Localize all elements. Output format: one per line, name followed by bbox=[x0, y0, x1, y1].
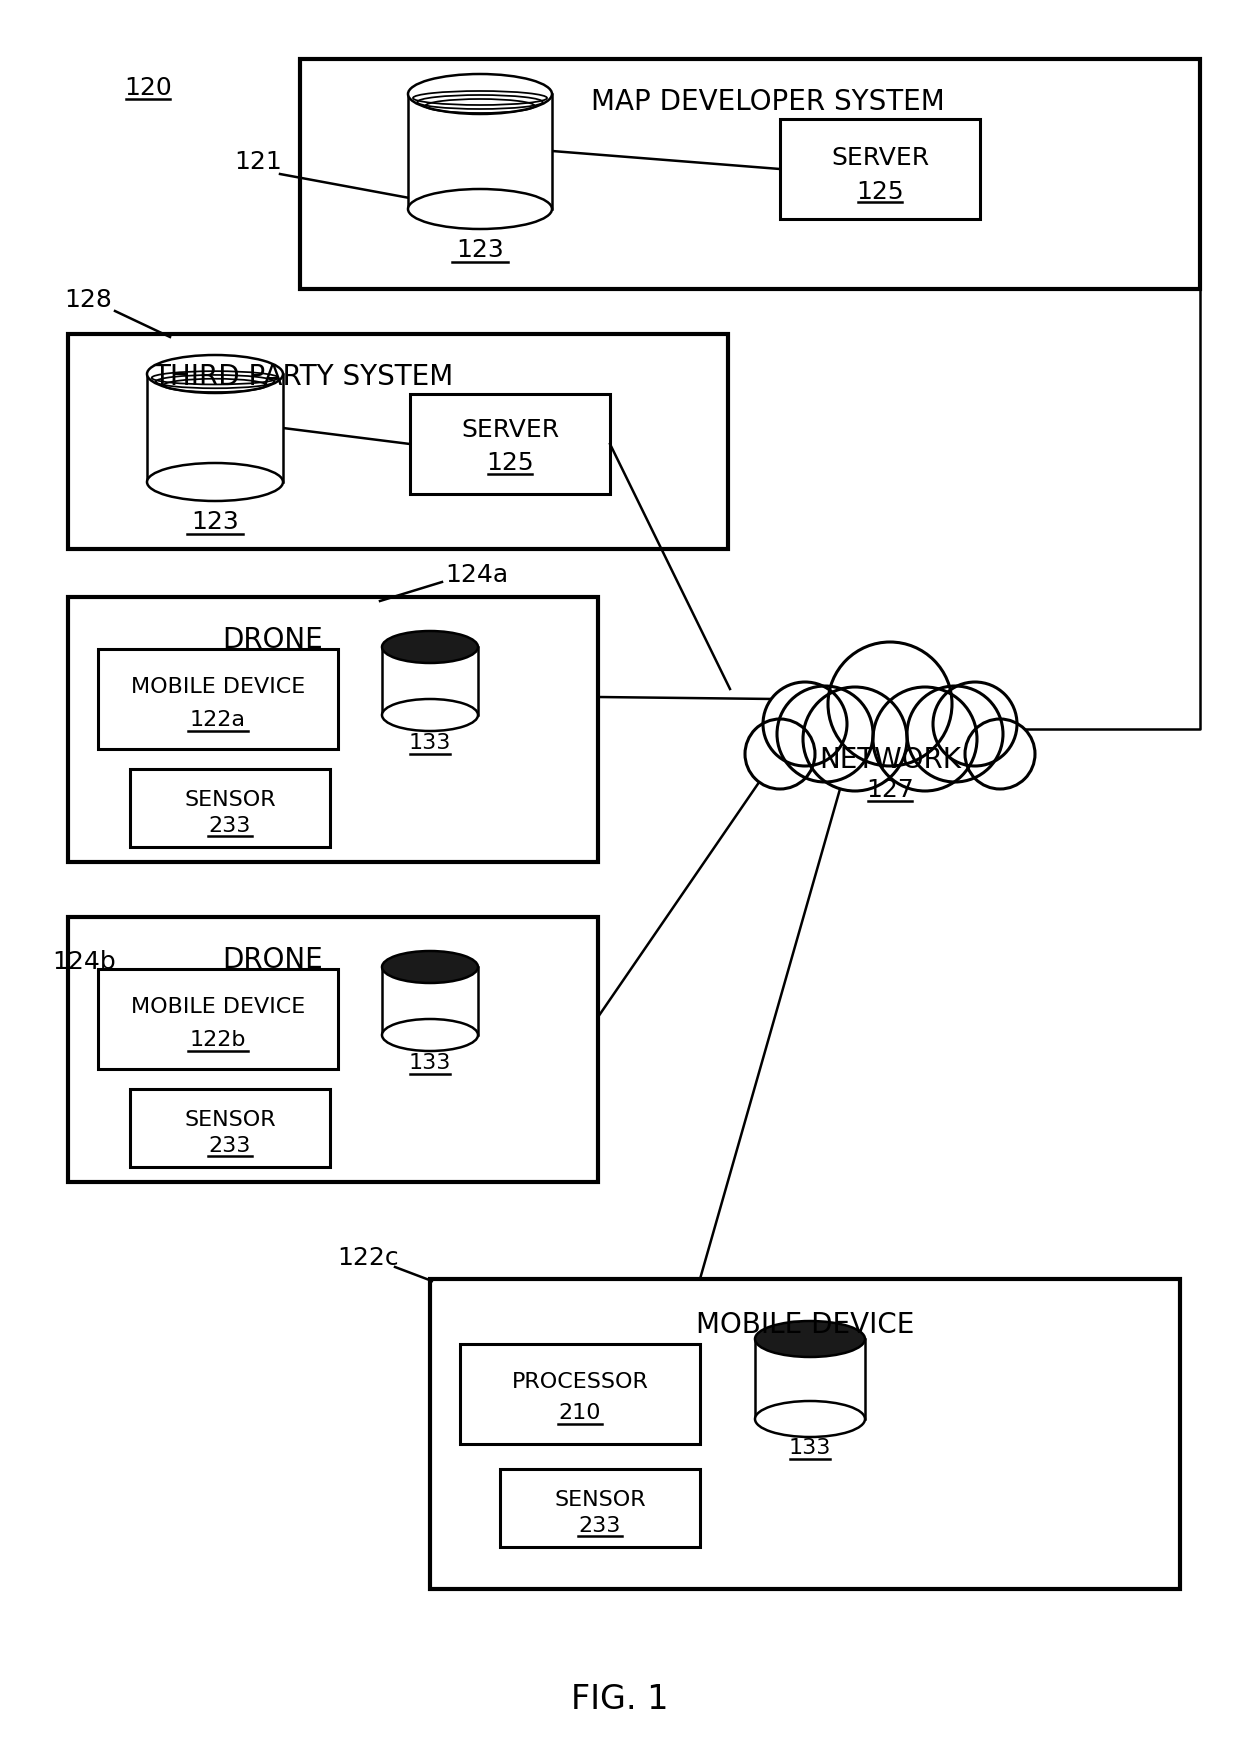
Circle shape bbox=[906, 686, 1003, 783]
Bar bbox=[460, 1344, 701, 1444]
Text: 122a: 122a bbox=[190, 709, 246, 730]
Text: NETWORK: NETWORK bbox=[818, 746, 961, 774]
Bar bbox=[68, 918, 598, 1183]
Circle shape bbox=[804, 688, 906, 792]
Text: 124b: 124b bbox=[52, 949, 115, 974]
Ellipse shape bbox=[755, 1322, 866, 1357]
Circle shape bbox=[777, 686, 873, 783]
Text: 124a: 124a bbox=[445, 563, 508, 586]
Text: 233: 233 bbox=[579, 1515, 621, 1536]
Text: FIG. 1: FIG. 1 bbox=[572, 1683, 668, 1716]
Ellipse shape bbox=[382, 700, 477, 732]
Text: 123: 123 bbox=[456, 239, 503, 261]
Bar bbox=[780, 119, 980, 219]
Bar bbox=[68, 335, 728, 549]
Ellipse shape bbox=[408, 190, 552, 230]
Bar bbox=[430, 1279, 1180, 1588]
Text: 122b: 122b bbox=[190, 1030, 247, 1049]
Text: 233: 233 bbox=[208, 816, 252, 835]
Bar bbox=[382, 648, 477, 716]
Text: SERVER: SERVER bbox=[461, 418, 559, 442]
Text: MAP DEVELOPER SYSTEM: MAP DEVELOPER SYSTEM bbox=[591, 88, 945, 116]
Circle shape bbox=[745, 720, 815, 790]
Text: SENSOR: SENSOR bbox=[185, 790, 275, 809]
Ellipse shape bbox=[382, 632, 477, 663]
Circle shape bbox=[965, 720, 1035, 790]
Text: 128: 128 bbox=[64, 288, 112, 312]
Text: 133: 133 bbox=[789, 1437, 831, 1457]
Circle shape bbox=[873, 688, 977, 792]
Text: 127: 127 bbox=[866, 777, 914, 802]
Circle shape bbox=[828, 642, 952, 767]
Text: SENSOR: SENSOR bbox=[554, 1490, 646, 1509]
Ellipse shape bbox=[755, 1400, 866, 1437]
Bar bbox=[68, 598, 598, 862]
Text: DRONE: DRONE bbox=[223, 946, 324, 974]
Text: 121: 121 bbox=[234, 149, 281, 174]
Text: 133: 133 bbox=[409, 732, 451, 753]
Text: MOBILE DEVICE: MOBILE DEVICE bbox=[131, 997, 305, 1016]
Circle shape bbox=[932, 683, 1017, 767]
Text: 123: 123 bbox=[191, 509, 239, 534]
Bar bbox=[300, 60, 1200, 290]
Bar bbox=[148, 376, 283, 483]
Text: 125: 125 bbox=[856, 181, 904, 204]
Text: PROCESSOR: PROCESSOR bbox=[512, 1371, 649, 1392]
Text: DRONE: DRONE bbox=[223, 625, 324, 653]
Text: 120: 120 bbox=[124, 75, 172, 100]
Text: THIRD PARTY SYSTEM: THIRD PARTY SYSTEM bbox=[153, 363, 453, 391]
Text: 125: 125 bbox=[486, 451, 533, 476]
Bar bbox=[130, 1090, 330, 1167]
Text: SENSOR: SENSOR bbox=[185, 1109, 275, 1130]
Bar bbox=[98, 969, 339, 1069]
Bar bbox=[408, 95, 552, 211]
Bar bbox=[130, 769, 330, 848]
Bar bbox=[410, 395, 610, 495]
Ellipse shape bbox=[408, 75, 552, 114]
Text: 122c: 122c bbox=[337, 1246, 399, 1269]
Ellipse shape bbox=[382, 1020, 477, 1051]
Bar bbox=[755, 1339, 866, 1420]
Text: MOBILE DEVICE: MOBILE DEVICE bbox=[131, 677, 305, 697]
Text: 133: 133 bbox=[409, 1053, 451, 1072]
Bar bbox=[98, 649, 339, 749]
Bar bbox=[500, 1469, 701, 1548]
Circle shape bbox=[763, 683, 847, 767]
Bar bbox=[382, 967, 477, 1035]
Text: SERVER: SERVER bbox=[831, 146, 929, 170]
Text: 210: 210 bbox=[559, 1402, 601, 1422]
Ellipse shape bbox=[148, 356, 283, 393]
Ellipse shape bbox=[382, 951, 477, 983]
Ellipse shape bbox=[148, 463, 283, 502]
Text: 233: 233 bbox=[208, 1135, 252, 1155]
Text: MOBILE DEVICE: MOBILE DEVICE bbox=[696, 1311, 914, 1339]
